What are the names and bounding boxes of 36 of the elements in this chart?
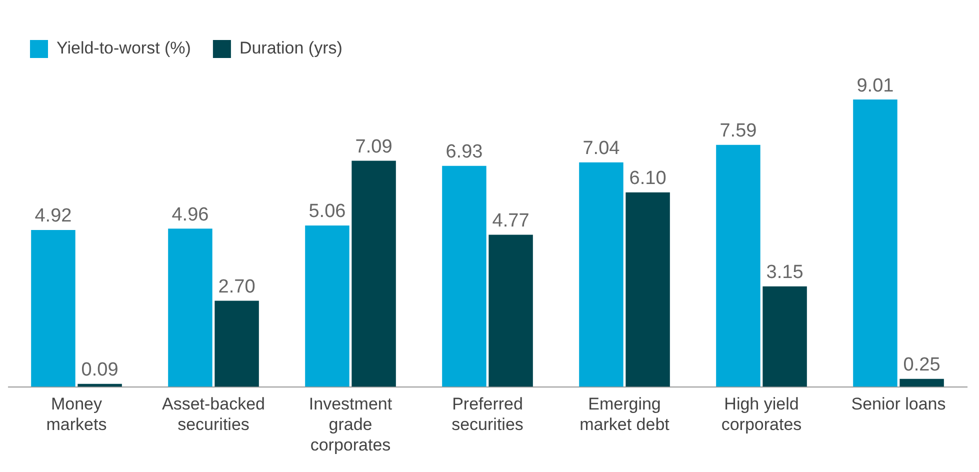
bar [214,300,259,387]
legend-label: Duration (yrs) [239,38,342,58]
data-label: 4.77 [492,210,530,232]
data-label: 7.04 [582,138,620,160]
x-tick-label: Senior loans [851,394,946,414]
bar [352,160,396,387]
data-label: 4.96 [172,204,209,226]
data-label: 6.93 [446,142,483,163]
bar [579,162,624,387]
x-tick-label: Emerging market debt [580,394,670,434]
data-label: 5.06 [308,201,346,222]
legend-label: Yield-to-worst (%) [56,38,191,58]
bar [305,225,350,387]
data-label: 0.09 [81,360,118,381]
bar [442,166,486,387]
bar [31,230,76,387]
x-tick-label: Money markets [46,394,107,434]
x-tick-label: High yield corporates [721,394,802,434]
bar [716,144,760,387]
bar [853,100,898,387]
x-tick-label: Investment grade corporates [308,394,392,454]
data-label: 4.92 [34,206,72,227]
data-label: 7.09 [355,136,392,158]
data-label: 6.10 [629,168,666,190]
x-tick-label: Asset-backed securities [162,394,265,434]
bar [900,378,944,387]
data-label: 3.15 [766,262,804,284]
bar [168,228,212,387]
data-label: 7.59 [720,120,757,142]
bar [488,234,533,387]
data-label: 0.25 [903,354,940,376]
x-tick-label: Preferred securities [452,394,524,434]
data-label: 9.01 [856,75,894,96]
bar [626,192,670,387]
bar [762,286,807,387]
data-label: 2.70 [218,276,256,298]
